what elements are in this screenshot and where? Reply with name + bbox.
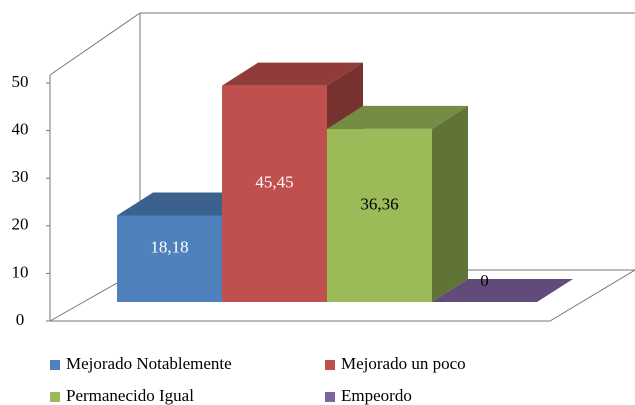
legend-swatch — [325, 360, 335, 370]
bar-side — [432, 105, 468, 303]
bar-front — [222, 85, 327, 303]
value-label: 45,45 — [255, 173, 293, 192]
legend-swatch — [325, 392, 335, 402]
bar-top — [432, 279, 573, 302]
legend-label: Mejorado un poco — [341, 354, 466, 373]
y-tick-label: 0 — [16, 310, 25, 329]
legend-swatch — [50, 360, 60, 370]
y-tick-label: 30 — [12, 167, 29, 186]
bar — [327, 105, 468, 303]
legend-label: Mejorado Notablemente — [66, 354, 232, 373]
bar-top — [222, 62, 363, 86]
floor — [49, 75, 635, 322]
legend-label: Empeordo — [341, 386, 412, 405]
bar — [432, 279, 573, 302]
bar-top — [327, 105, 468, 129]
legend-label: Permanecido Igual — [66, 386, 194, 405]
value-label: 36,36 — [360, 194, 398, 213]
y-tick-label: 40 — [12, 120, 29, 139]
y-tick-label: 10 — [12, 262, 29, 281]
value-label: 0 — [480, 271, 489, 290]
bar-front — [117, 215, 222, 302]
y-tick-label: 20 — [12, 215, 29, 234]
value-label: 18,18 — [150, 238, 188, 257]
legend-swatch — [50, 392, 60, 402]
y-tick-label: 50 — [12, 72, 29, 91]
bar-front — [327, 128, 432, 302]
